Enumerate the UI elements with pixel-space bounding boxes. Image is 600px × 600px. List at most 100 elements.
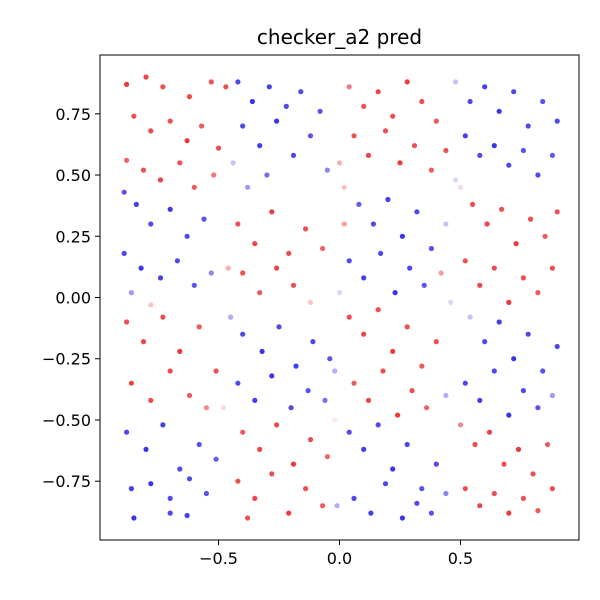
data-point-191 xyxy=(477,282,483,288)
data-point-50 xyxy=(148,481,154,487)
data-point-165 xyxy=(428,510,434,516)
y-tick-label: −0.25 xyxy=(42,350,91,369)
data-point-34 xyxy=(160,314,166,320)
data-point-175 xyxy=(462,133,468,139)
data-point-202 xyxy=(540,368,546,374)
data-point-115 xyxy=(419,98,425,105)
data-point-0 xyxy=(124,81,130,87)
data-point-5 xyxy=(223,84,229,90)
data-point-133 xyxy=(361,275,367,281)
data-point-4 xyxy=(208,79,214,85)
points-layer xyxy=(121,74,560,521)
data-point-188 xyxy=(542,233,548,239)
data-point-211 xyxy=(457,422,464,428)
data-point-93 xyxy=(288,405,294,411)
data-point-15 xyxy=(177,160,183,166)
data-point-29 xyxy=(208,270,214,276)
data-point-125 xyxy=(356,201,362,207)
data-point-18 xyxy=(121,189,127,195)
data-point-169 xyxy=(482,84,488,90)
data-point-163 xyxy=(399,515,405,521)
data-point-77 xyxy=(320,245,326,252)
data-point-20 xyxy=(148,221,154,227)
data-point-230 xyxy=(220,405,226,411)
data-point-75 xyxy=(286,250,292,256)
x-axis: −0.5 0.0 0.5 xyxy=(199,540,473,568)
data-point-120 xyxy=(397,160,403,166)
data-point-95 xyxy=(322,397,328,403)
data-point-117 xyxy=(351,133,357,139)
data-point-178 xyxy=(506,162,512,168)
data-point-157 xyxy=(404,441,410,448)
data-point-233 xyxy=(341,221,347,227)
data-point-147 xyxy=(365,397,372,403)
data-point-123 xyxy=(443,147,449,154)
data-point-195 xyxy=(535,290,541,296)
data-point-193 xyxy=(506,299,512,305)
data-point-174 xyxy=(554,118,560,124)
data-point-26 xyxy=(157,275,164,281)
data-point-207 xyxy=(506,412,512,418)
data-point-12 xyxy=(124,157,130,163)
data-point-185 xyxy=(499,206,505,212)
data-point-94 xyxy=(305,388,311,394)
data-point-154 xyxy=(361,446,367,452)
data-point-152 xyxy=(443,392,449,399)
data-point-111 xyxy=(361,103,367,109)
data-point-189 xyxy=(554,209,560,215)
data-point-48 xyxy=(213,456,219,462)
data-point-38 xyxy=(128,380,134,386)
data-point-17 xyxy=(211,172,217,178)
data-point-39 xyxy=(148,397,154,403)
data-point-70 xyxy=(230,160,236,166)
data-point-62 xyxy=(317,108,323,114)
data-point-61 xyxy=(298,89,304,95)
data-point-44 xyxy=(143,446,149,452)
data-point-204 xyxy=(462,380,468,386)
data-point-181 xyxy=(549,152,556,158)
data-point-16 xyxy=(191,184,197,190)
data-point-122 xyxy=(428,167,434,173)
data-point-109 xyxy=(334,503,340,509)
data-point-51 xyxy=(167,495,173,501)
data-point-201 xyxy=(525,331,531,337)
data-point-155 xyxy=(375,422,381,428)
data-point-151 xyxy=(424,405,430,411)
data-point-84 xyxy=(240,331,246,337)
data-point-91 xyxy=(252,397,258,403)
data-point-53 xyxy=(203,490,209,497)
data-point-67 xyxy=(307,133,314,139)
x-tick-label: 0.0 xyxy=(327,549,352,568)
data-point-203 xyxy=(554,343,560,350)
data-point-66 xyxy=(290,152,297,158)
data-point-19 xyxy=(133,201,139,207)
data-point-166 xyxy=(443,490,449,497)
data-point-217 xyxy=(545,441,551,448)
data-point-118 xyxy=(365,152,372,158)
data-point-231 xyxy=(453,177,459,183)
data-point-30 xyxy=(128,290,134,296)
data-point-107 xyxy=(320,503,326,509)
data-point-131 xyxy=(443,221,449,227)
data-point-103 xyxy=(252,495,258,501)
data-point-89 xyxy=(327,356,333,362)
data-point-138 xyxy=(438,270,444,276)
data-point-108 xyxy=(245,515,251,521)
data-point-36 xyxy=(196,324,202,330)
data-point-216 xyxy=(530,471,536,477)
data-point-23 xyxy=(201,216,207,222)
data-point-137 xyxy=(421,282,427,288)
data-point-198 xyxy=(482,339,488,345)
y-tick-label: −0.50 xyxy=(42,411,91,430)
data-point-126 xyxy=(370,221,376,227)
data-point-232 xyxy=(332,368,338,374)
x-tick-label: 0.5 xyxy=(448,549,473,568)
data-point-196 xyxy=(549,265,556,271)
data-point-224 xyxy=(549,486,556,492)
data-point-101 xyxy=(324,454,330,460)
data-point-82 xyxy=(307,299,314,305)
data-point-214 xyxy=(501,461,507,467)
data-point-2 xyxy=(160,84,166,90)
data-point-177 xyxy=(491,143,497,149)
